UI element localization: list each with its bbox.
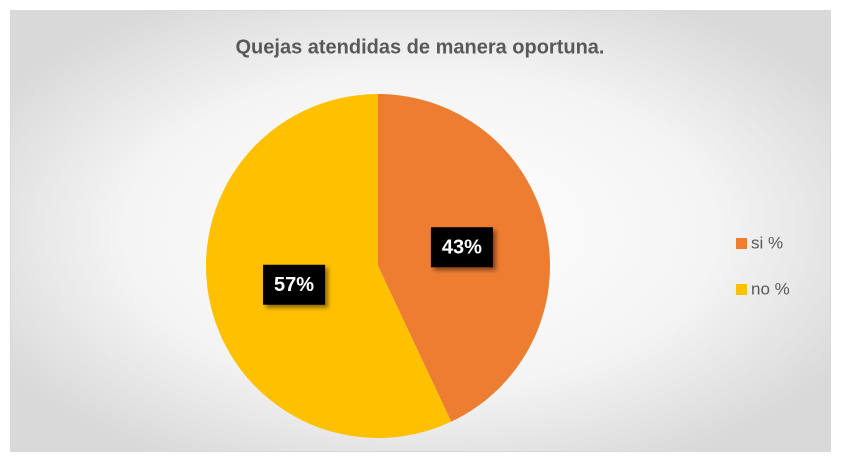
legend-label: no %	[751, 279, 790, 298]
data-label-box	[263, 264, 326, 305]
legend-swatch	[736, 238, 747, 249]
chart-title: Quejas atendidas de manera oportuna.	[236, 36, 605, 58]
pie-slice	[205, 94, 452, 438]
legend-label: si %	[751, 233, 783, 252]
data-label: 57%	[274, 274, 314, 296]
data-label: 43%	[442, 237, 482, 259]
data-label-box	[430, 227, 493, 268]
legend-swatch	[736, 284, 747, 295]
